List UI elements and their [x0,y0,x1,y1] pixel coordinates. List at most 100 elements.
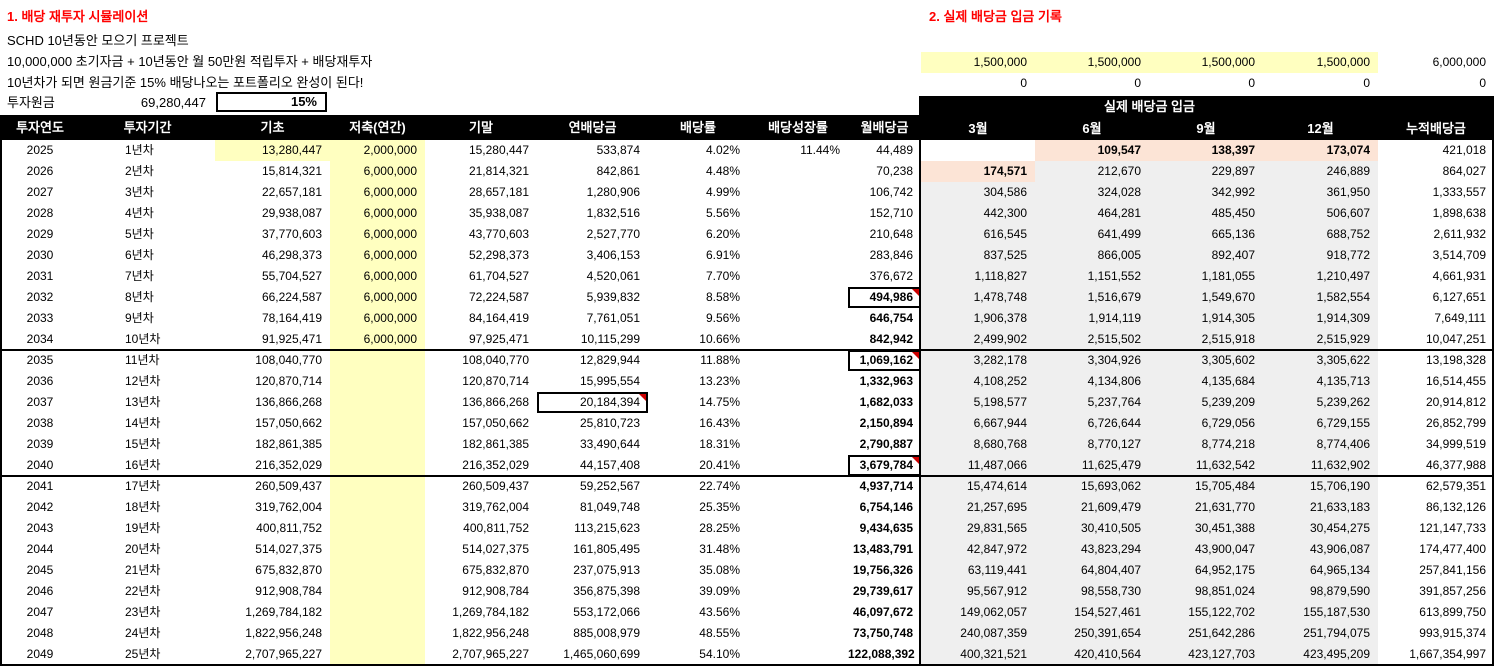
cell[interactable]: 4,661,931 [1432,269,1486,283]
cell[interactable]: 22,657,181 [261,185,322,199]
cell[interactable]: 2044 [26,542,54,556]
cell[interactable]: 6,729,056 [1149,413,1263,434]
cell[interactable]: 33,490,644 [579,437,640,451]
cell[interactable]: 1,516,679 [1035,287,1149,308]
cell[interactable]: 2037 [26,395,54,409]
cell[interactable]: 174,571 [921,161,1035,182]
header-dividend-growth[interactable]: 배당성장률 [768,120,828,135]
cell[interactable]: 42,847,972 [921,539,1035,560]
cell[interactable]: 8년차 [125,290,154,304]
cell[interactable]: 2,150,894 [859,416,913,430]
cell[interactable]: 98,879,590 [1263,581,1378,602]
cell[interactable]: 5년차 [125,227,154,241]
cell[interactable]: 21,257,695 [921,497,1035,518]
cell[interactable]: 149,062,057 [921,602,1035,623]
cell[interactable]: 10.66% [699,332,740,346]
cell[interactable]: 20년차 [125,542,161,556]
cell[interactable]: 63,119,441 [921,560,1035,581]
cell[interactable]: 3,305,602 [1149,350,1263,371]
cell[interactable]: 22년차 [125,584,161,598]
cell[interactable] [748,623,848,644]
cell[interactable] [330,371,425,392]
cell[interactable]: 28,657,181 [468,185,529,199]
cell[interactable]: 30,454,275 [1263,518,1378,539]
cell[interactable] [330,455,425,476]
cell[interactable]: 3,406,153 [586,248,640,262]
cell[interactable]: 21,631,770 [1149,497,1263,518]
header-dividend-yield[interactable]: 배당률 [680,120,716,135]
cell[interactable]: 70,238 [876,164,913,178]
cell[interactable] [748,224,848,245]
cell[interactable]: 9년차 [125,311,154,325]
cell[interactable] [748,644,848,665]
cell[interactable]: 2049 [26,647,54,661]
header-end-balance[interactable]: 기말 [469,120,493,135]
cell[interactable]: 4,135,713 [1263,371,1378,392]
cell[interactable]: 30,451,388 [1149,518,1263,539]
cell[interactable] [330,644,425,665]
principal-value-cell[interactable]: 69,280,447 [140,95,206,110]
cell[interactable]: 8.58% [705,290,740,304]
cell[interactable] [748,182,848,203]
cell[interactable]: 918,772 [1263,245,1378,266]
cell[interactable] [330,623,425,644]
cell[interactable] [748,413,848,434]
cell[interactable]: 6,754,146 [859,500,913,514]
cell[interactable]: 837,525 [921,245,1035,266]
cell[interactable] [330,350,425,371]
cell[interactable]: 4,108,252 [921,371,1035,392]
cell[interactable]: 6,000,000 [330,287,425,308]
cell[interactable]: 106,742 [869,185,913,199]
cell[interactable]: 6,127,651 [1432,290,1486,304]
cell[interactable]: 25년차 [125,647,161,661]
cell[interactable]: 4,134,806 [1035,371,1149,392]
cell[interactable]: 319,762,004 [255,500,322,514]
actual-deposit-cell[interactable]: 0 [1363,76,1370,90]
cell[interactable]: 13.23% [699,374,740,388]
header-annual-saving[interactable]: 저축(연간) [349,120,406,135]
cell[interactable] [330,476,425,497]
cell[interactable]: 138,397 [1149,140,1263,161]
cell[interactable]: 108,040,770 [462,353,529,367]
cell[interactable]: 152,710 [869,206,913,220]
cell[interactable]: 400,321,521 [921,644,1035,665]
cell[interactable]: 376,672 [869,269,913,283]
cell[interactable]: 4,520,061 [586,269,640,283]
cell[interactable]: 11,625,479 [1035,455,1149,476]
cell[interactable]: 420,410,564 [1035,644,1149,665]
planned-deposit-cell[interactable]: 1,500,000 [921,52,1035,73]
cell[interactable]: 5.56% [705,206,740,220]
cell[interactable]: 912,908,784 [462,584,529,598]
cell[interactable]: 442,300 [921,203,1035,224]
cell[interactable]: 6,729,155 [1263,413,1378,434]
cell[interactable]: 61,704,527 [468,269,529,283]
header-june[interactable]: 6월 [1082,121,1102,136]
cell[interactable]: 229,897 [1149,161,1263,182]
header-invest-period[interactable]: 투자기간 [123,120,172,135]
cell[interactable]: 84,164,419 [468,311,529,325]
cell[interactable]: 842,861 [596,164,640,178]
cell[interactable]: 260,509,437 [462,479,529,493]
cell[interactable]: 78,164,419 [261,311,322,325]
header-annual-dividend[interactable]: 연배당금 [568,120,617,135]
cell[interactable]: 2,515,929 [1263,329,1378,350]
cell[interactable]: 109,547 [1035,140,1149,161]
cell[interactable]: 15,814,321 [261,164,322,178]
cell[interactable]: 120,870,714 [462,374,529,388]
cell[interactable]: 1,151,552 [1035,266,1149,287]
cell[interactable]: 15,474,614 [921,476,1035,497]
cell[interactable]: 44,157,408 [579,458,640,472]
cell[interactable]: 688,752 [1263,224,1378,245]
cell[interactable]: 1,582,554 [1263,287,1378,308]
cell[interactable]: 257,841,156 [1419,563,1486,577]
cell[interactable]: 66,224,587 [261,290,322,304]
cell[interactable]: 866,005 [1035,245,1149,266]
cell[interactable]: 485,450 [1149,203,1263,224]
cell[interactable]: 2042 [26,500,54,514]
cell[interactable]: 55,704,527 [261,269,322,283]
cell[interactable]: 52,298,373 [468,248,529,262]
cell[interactable]: 675,832,870 [255,563,322,577]
cell[interactable]: 2027 [26,185,54,199]
cell[interactable]: 2,499,902 [921,329,1035,350]
cell[interactable]: 23년차 [125,605,161,619]
